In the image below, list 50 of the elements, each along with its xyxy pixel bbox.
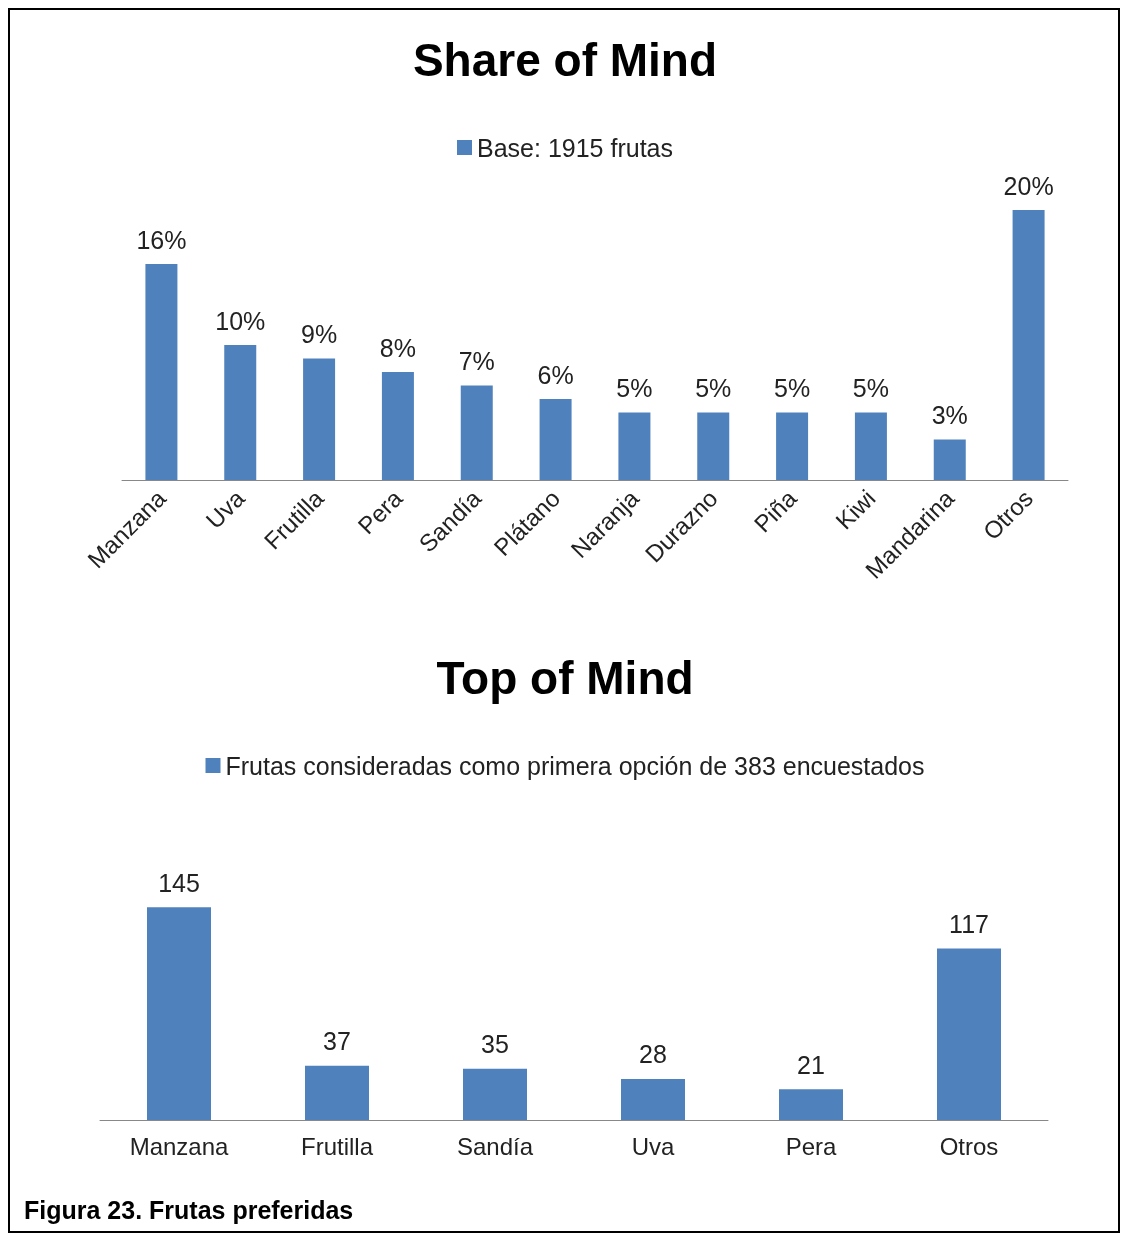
bar <box>779 1089 843 1120</box>
data-label: 35 <box>481 1030 509 1059</box>
x-tick-label: Otros <box>939 1132 999 1160</box>
bar <box>463 1068 527 1120</box>
data-label: 20% <box>1003 171 1054 200</box>
bar <box>539 399 572 480</box>
data-label: 6% <box>537 360 574 389</box>
bar <box>147 907 211 1120</box>
data-label: 16% <box>136 225 187 254</box>
data-label: 117 <box>949 909 989 938</box>
bar <box>937 948 1001 1120</box>
bar <box>145 264 178 480</box>
data-label: 145 <box>158 868 200 897</box>
data-label: 37 <box>323 1027 351 1056</box>
chart-title: Top of Mind <box>436 652 694 704</box>
legend-label: Frutas consideradas como primera opción de 383 encuestados <box>225 751 925 780</box>
chart-title: Share of Mind <box>412 34 718 86</box>
data-label: 21 <box>797 1050 825 1079</box>
bar <box>1012 210 1045 480</box>
data-label: 8% <box>379 333 416 362</box>
data-label: 10% <box>215 306 266 335</box>
x-tick-label: Piña <box>748 483 803 538</box>
bar <box>697 412 730 480</box>
bar <box>854 412 887 480</box>
bar <box>381 372 414 480</box>
data-label: 5% <box>774 374 811 402</box>
x-tick-label: Manzana <box>129 1132 230 1160</box>
data-label: 5% <box>616 374 653 402</box>
x-tick-label: Uva <box>631 1132 675 1160</box>
bar <box>305 1065 369 1120</box>
x-tick-label: Frutilla <box>300 1132 374 1160</box>
bar <box>303 358 336 480</box>
data-label: 28 <box>639 1040 667 1069</box>
bar <box>618 412 651 480</box>
data-label: 3% <box>931 401 968 429</box>
data-label: 7% <box>458 347 495 375</box>
data-label: 5% <box>695 374 732 402</box>
bar <box>776 412 809 480</box>
x-tick-label: Pera <box>352 483 408 540</box>
x-tick-label: Sandía <box>456 1132 534 1160</box>
data-label: 9% <box>301 320 338 348</box>
bar <box>933 439 966 480</box>
bar <box>460 385 493 480</box>
legend-label: Base: 1915 frutas <box>477 133 673 162</box>
x-tick-label: Pera <box>785 1132 837 1160</box>
text: Figura 23. Frutas preferidas <box>24 1196 354 1225</box>
x-tick-label: Uva <box>200 483 251 534</box>
data-label: 5% <box>852 374 889 402</box>
bar <box>621 1078 685 1120</box>
bar <box>224 345 257 480</box>
